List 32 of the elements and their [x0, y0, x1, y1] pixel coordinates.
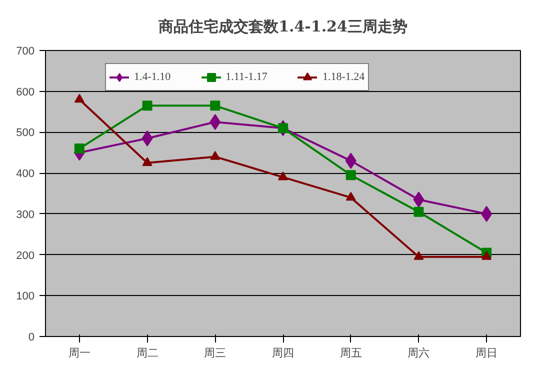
y-tick-label: 300: [16, 208, 35, 221]
x-tick-label: 周六: [408, 346, 430, 360]
point: [346, 192, 356, 201]
point: [414, 206, 424, 217]
point: [142, 100, 152, 111]
point: [210, 100, 220, 111]
x-tick-label: 周一: [68, 348, 90, 360]
y-tick-label: 100: [16, 290, 35, 303]
legend-label: 1.4-1.10: [134, 71, 171, 83]
x-tick-label: 周三: [204, 348, 226, 360]
point: [210, 114, 221, 130]
legend-label: 1.18-1.24: [322, 71, 365, 83]
x-tick-label: 周二: [136, 348, 158, 360]
y-tick-label: 500: [16, 127, 35, 140]
point: [74, 144, 84, 154]
point: [482, 251, 492, 260]
point: [414, 251, 424, 260]
point: [142, 157, 152, 166]
y-tick-label: 0: [28, 332, 35, 344]
y-tick-label: 400: [16, 168, 35, 180]
x-tick-label: 周五: [340, 348, 362, 360]
legend-label: 1.11-1.17: [226, 71, 268, 83]
point: [346, 170, 356, 180]
y-tick-label: 700: [16, 46, 35, 58]
chart-title: 商品住宅成交套数1.4-1.24三周走势: [158, 18, 408, 36]
point: [210, 151, 220, 160]
y-tick-label: 600: [16, 86, 35, 98]
point: [278, 171, 288, 180]
x-tick-label: 周四: [272, 348, 294, 360]
x-tick-label: 周日: [476, 348, 498, 360]
y-tick-label: 200: [16, 250, 35, 262]
point: [74, 94, 84, 103]
